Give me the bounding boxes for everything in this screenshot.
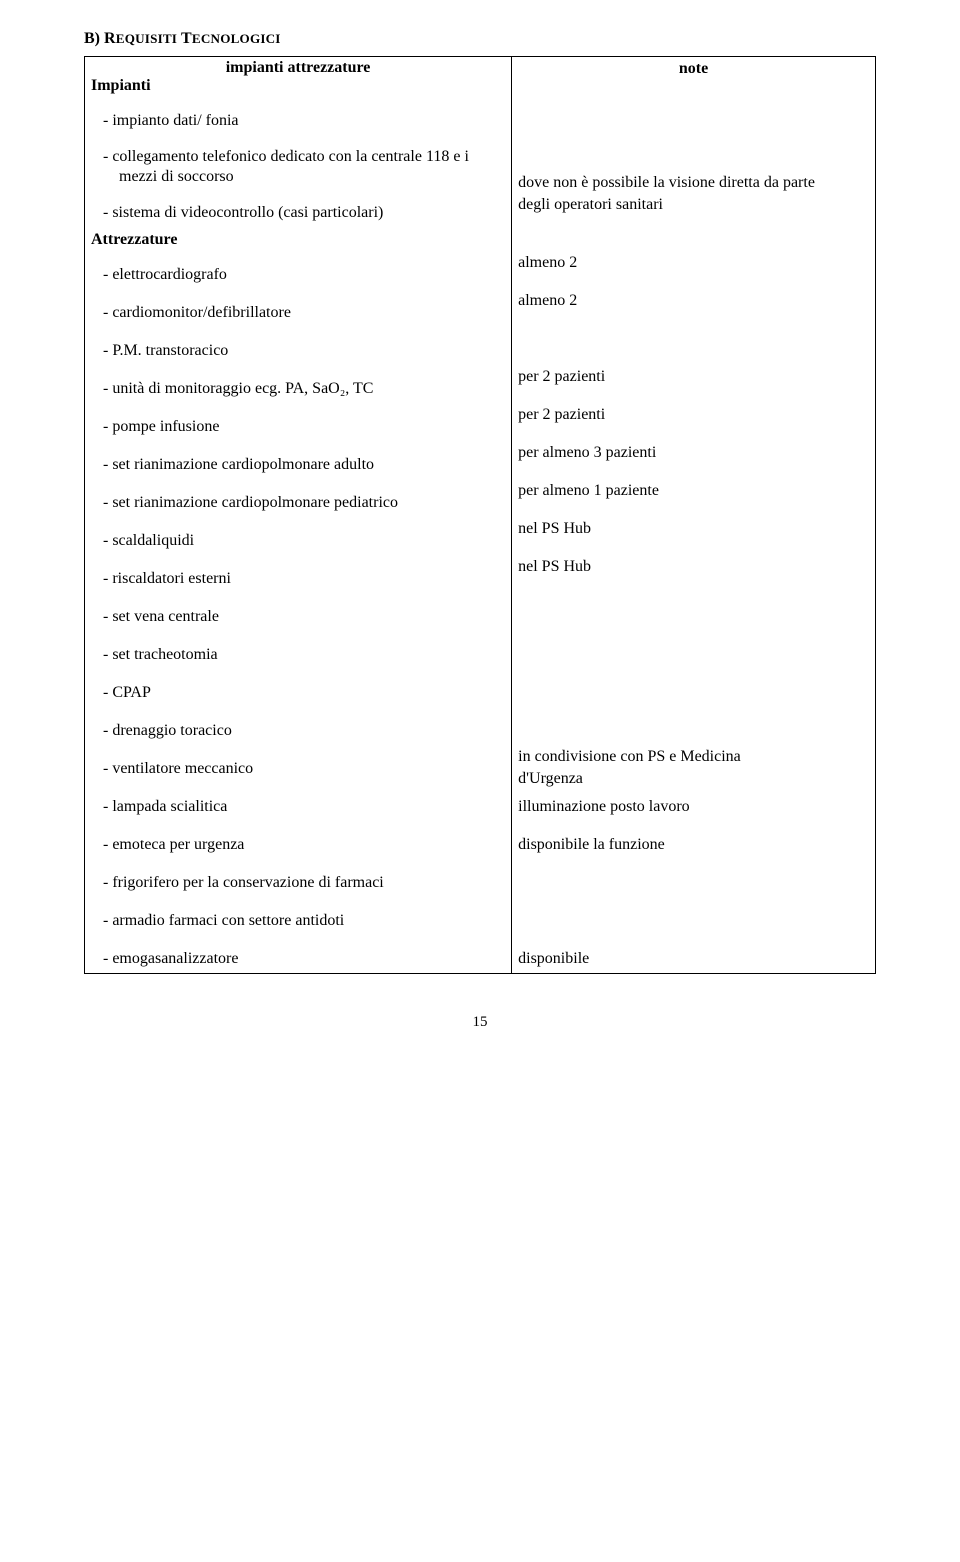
note-riscaldatori: nel PS Hub	[518, 557, 869, 577]
page-number: 15	[84, 1014, 876, 1031]
list-item: cardiomonitor/defibrillatore	[91, 303, 505, 323]
impianti-list: impianto dati/ fonia	[91, 111, 505, 131]
list-item: set tracheotomia	[91, 645, 505, 665]
right-cell: note dove non è possibile la visione dir…	[512, 57, 876, 974]
attrezzature-label: Attrezzature	[91, 231, 505, 249]
list-item: set rianimazione cardiopolmonare pediatr…	[91, 493, 505, 513]
note-emoteca: disponibile la funzione	[518, 835, 869, 855]
impianti-label: Impianti	[91, 77, 505, 95]
section-letter: B)	[84, 30, 100, 47]
list-item: emogasanalizzatore	[91, 949, 505, 969]
note-drenaggio	[518, 709, 869, 729]
list-item: CPAP	[91, 683, 505, 703]
list-item: emoteca per urgenza	[91, 835, 505, 855]
note-scaldaliquidi: nel PS Hub	[518, 519, 869, 539]
table-row: impianti attrezzature Impianti impianto …	[85, 57, 876, 974]
note-monitoraggio: per 2 pazienti	[518, 367, 869, 387]
note-frigo	[518, 873, 869, 893]
left-cell: impianti attrezzature Impianti impianto …	[85, 57, 512, 974]
note-armadio	[518, 911, 869, 931]
list-item: riscaldatori esterni	[91, 569, 505, 589]
list-item: set rianimazione cardiopolmonare adulto	[91, 455, 505, 475]
section-title: REQUISITI TECNOLOGICI	[104, 30, 281, 47]
list-item: elettrocardiografo	[91, 265, 505, 285]
note-emogas: disponibile	[518, 949, 869, 969]
list-item: unità di monitoraggio ecg. PA, SaO₂, TC	[91, 379, 505, 399]
section-heading: B) REQUISITI TECNOLOGICI	[84, 30, 876, 48]
col-header-right: note	[518, 59, 869, 79]
note-videocontrollo-2: degli operatori sanitari	[518, 195, 869, 215]
list-item: lampada scialitica	[91, 797, 505, 817]
list-item: impianto dati/ fonia	[91, 111, 505, 131]
note-cpap	[518, 671, 869, 691]
note-rianim-ped: per almeno 1 paziente	[518, 481, 869, 501]
note-vena	[518, 595, 869, 615]
list-item: collegamento telefonico dedicato con la …	[91, 147, 505, 187]
note-tracheo	[518, 633, 869, 653]
requirements-table: impianti attrezzature Impianti impianto …	[84, 56, 876, 974]
note-pm	[518, 329, 869, 349]
document-page: B) REQUISITI TECNOLOGICI impianti attrez…	[0, 0, 960, 1071]
note-lampada: illuminazione posto lavoro	[518, 797, 869, 817]
list-item: armadio farmaci con settore antidoti	[91, 911, 505, 931]
list-item: scaldaliquidi	[91, 531, 505, 551]
list-item: P.M. transtoracico	[91, 341, 505, 361]
note-ventilatore-1: in condivisione con PS e Medicina	[518, 747, 869, 767]
col-header-left: impianti attrezzature	[226, 59, 371, 76]
note-pompe: per 2 pazienti	[518, 405, 869, 425]
note-elettrocardiografo: almeno 2	[518, 253, 869, 273]
list-item: pompe infusione	[91, 417, 505, 437]
note-ventilatore-2: d'Urgenza	[518, 769, 869, 789]
list-item: set vena centrale	[91, 607, 505, 627]
list-item: ventilatore meccanico	[91, 759, 505, 779]
list-item: sistema di videocontrollo (casi particol…	[91, 203, 505, 223]
list-item: drenaggio toracico	[91, 721, 505, 741]
note-rianim-adulto: per almeno 3 pazienti	[518, 443, 869, 463]
note-cardiomonitor: almeno 2	[518, 291, 869, 311]
list-item: frigorifero per la conservazione di farm…	[91, 873, 505, 893]
note-videocontrollo-1: dove non è possibile la visione diretta …	[518, 173, 869, 193]
